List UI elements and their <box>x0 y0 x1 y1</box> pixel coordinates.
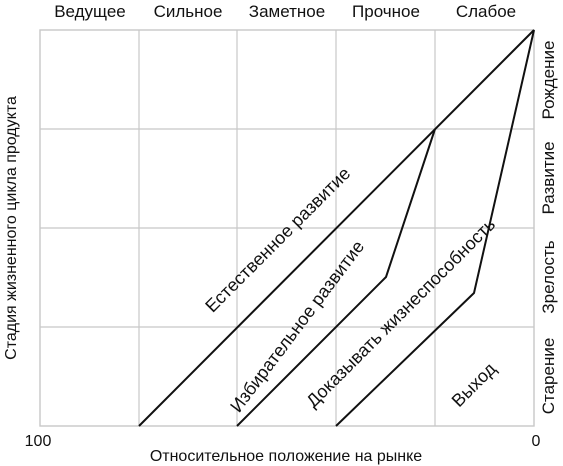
strategy-label-exit: Выход <box>448 358 501 411</box>
market-position-labels: Ведущее Сильное Заметное Прочное Слабое <box>54 2 516 21</box>
top-label-weak: Слабое <box>456 2 516 21</box>
grid <box>39 29 535 427</box>
x-axis-right-value: 0 <box>532 433 541 450</box>
strategy-labels: Естественное развитие Избирательное разв… <box>201 163 500 416</box>
lifecycle-stage-labels: Рождение Развитие Зрелость Старение <box>539 41 558 415</box>
stage-label-birth: Рождение <box>539 41 558 120</box>
top-label-stable: Прочное <box>352 2 420 21</box>
top-label-noticeable: Заметное <box>249 2 325 21</box>
line-prove-viability <box>335 29 535 427</box>
y-axis-title: Стадия жизненного цикла продукта <box>3 96 20 360</box>
stage-label-aging: Старение <box>539 338 558 415</box>
top-label-strong: Сильное <box>154 2 223 21</box>
stage-label-growth: Развитие <box>539 141 558 214</box>
line-natural-development <box>138 29 535 427</box>
strategy-lines <box>138 29 535 427</box>
top-label-leading: Ведущее <box>54 2 126 21</box>
x-axis-title: Относительное положение на рынке <box>150 448 422 465</box>
x-axis-left-value: 100 <box>25 433 52 450</box>
line-selective-development <box>236 128 436 427</box>
stage-label-maturity: Зрелость <box>539 240 558 313</box>
